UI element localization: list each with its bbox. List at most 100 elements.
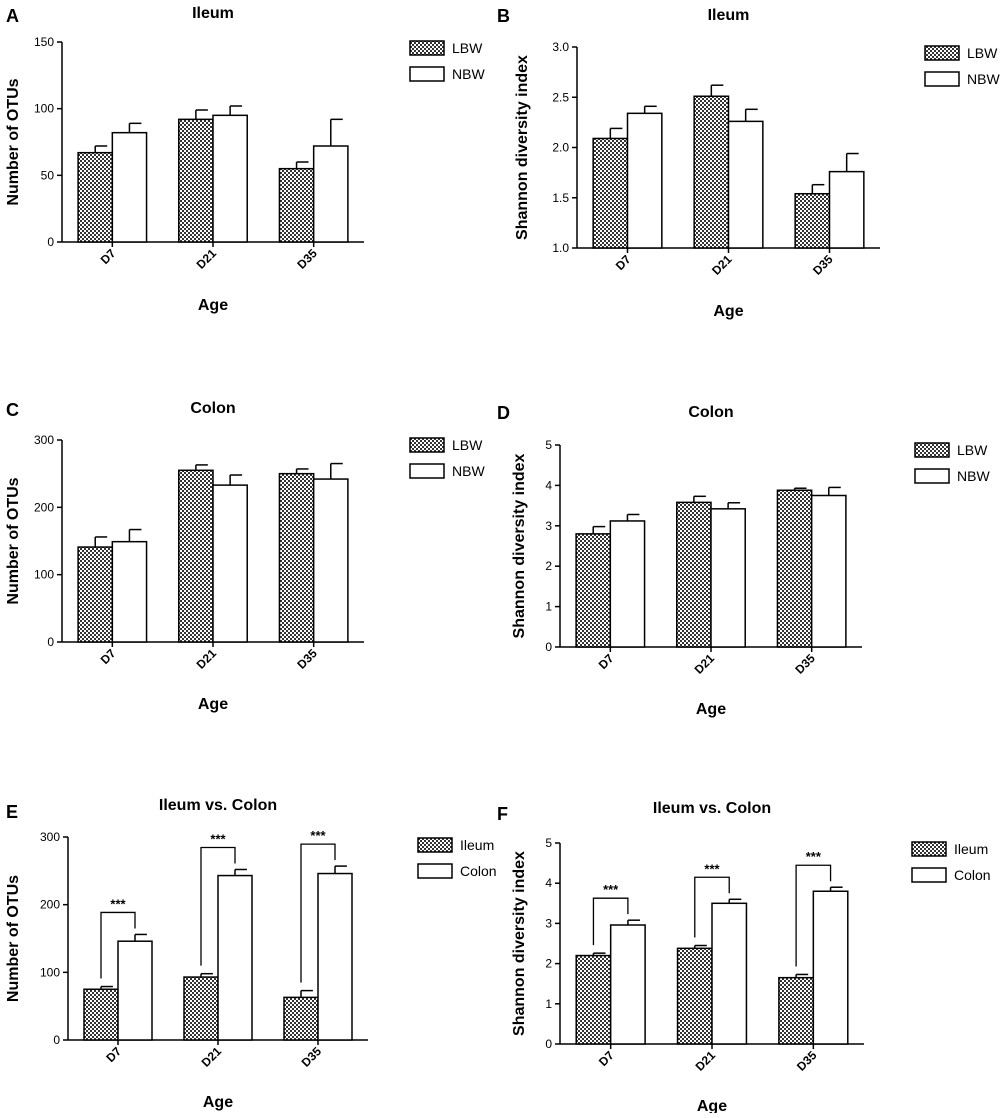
legend-swatch-lbw [409, 437, 445, 453]
y-axis-title: Number of OTUs [5, 477, 22, 604]
bar-ileum-d7 [575, 954, 612, 1045]
bar-nbw-d7 [609, 520, 646, 648]
legend-label-colon: Colon [954, 867, 991, 883]
significance-label: *** [310, 828, 326, 843]
x-tick-label: D21 [692, 651, 718, 677]
x-tick-label: D7 [103, 1044, 124, 1065]
y-tick-label: 300 [40, 830, 60, 844]
panel-title: Ileum [192, 5, 234, 22]
panel-b: B Ileum 1.0 1.5 2.0 2.5 3.0 Shannon diversity i… [497, 6, 1000, 320]
y-tick-label: 1.0 [552, 241, 569, 255]
panel-title: Colon [190, 400, 235, 417]
bar-colon-d7 [117, 940, 153, 1041]
y-axis-title: Shannon diversity index [511, 453, 528, 638]
y-tick-label: 150 [34, 35, 54, 49]
x-axis-title: Age [203, 1094, 233, 1111]
y-tick-label: 3 [545, 916, 552, 930]
bar-lbw-d21 [178, 469, 214, 643]
y-tick-label: 0 [47, 235, 54, 249]
significance-bracket [592, 897, 629, 946]
y-tick-label: 5 [545, 438, 552, 452]
y-tick-label: 0 [53, 1033, 60, 1047]
x-axis-title: Age [198, 696, 228, 713]
y-tick-label: 2.0 [552, 141, 569, 155]
bar-colon-d35 [317, 872, 353, 1041]
x-tick-label: D35 [792, 651, 818, 677]
y-tick-label: 4 [545, 876, 552, 890]
y-tick-label: 2 [545, 957, 552, 971]
legend-label-nbw: NBW [452, 66, 485, 82]
bar-nbw-d21 [727, 120, 764, 249]
legend-label-ileum: Ileum [460, 837, 494, 853]
bar-nbw-d21 [212, 114, 248, 243]
x-tick-label: D21 [199, 1044, 225, 1070]
bar-lbw-d35 [278, 167, 315, 243]
y-tick-label: 3 [545, 519, 552, 533]
bar-lbw-d35 [794, 192, 831, 249]
bar-ileum-d21 [676, 947, 713, 1045]
x-axis-title: Age [198, 297, 228, 314]
bar-nbw-d7 [111, 540, 148, 643]
legend-swatch-nbw [914, 468, 950, 484]
panel-f: F Ileum vs. Colon 0 1 2 3 4 5 Shannon diversity … [497, 800, 991, 1115]
bar-nbw-d35 [810, 494, 847, 648]
significance-label: *** [704, 861, 720, 876]
x-tick-label: D7 [596, 651, 617, 672]
y-tick-label: 0 [47, 635, 54, 649]
panel-letter: B [497, 6, 510, 26]
panel-e: E Ileum vs. Colon 0 100 200 300 Number of OTUs… [5, 797, 497, 1111]
x-tick-label: D35 [810, 252, 836, 278]
legend-label-lbw: LBW [967, 45, 998, 61]
x-tick-label: D35 [294, 246, 320, 272]
legend-swatch-nbw [924, 71, 960, 87]
legend-label-nbw: NBW [452, 463, 485, 479]
y-tick-label: 3.0 [552, 40, 569, 54]
x-tick-label: D21 [709, 252, 735, 278]
y-tick-label: 100 [40, 965, 60, 979]
legend-swatch-colon [417, 863, 453, 879]
significance-bracket [200, 846, 236, 966]
panel-title: Ileum vs. Colon [653, 800, 771, 817]
y-axis-title: Number of OTUs [5, 875, 22, 1002]
bar-ileum-d21 [183, 976, 219, 1041]
bar-lbw-d21 [178, 118, 214, 243]
significance-label: *** [603, 882, 619, 897]
bar-ileum-d35 [283, 996, 319, 1041]
bar-colon-d7 [609, 924, 646, 1045]
bar-lbw-d7 [575, 533, 612, 648]
bar-ileum-d7 [83, 988, 119, 1041]
x-tick-label: D21 [693, 1048, 719, 1074]
y-axis-title: Shannon diversity index [511, 851, 528, 1036]
bar-nbw-d35 [828, 170, 865, 249]
bar-lbw-d21 [693, 95, 730, 249]
bar-nbw-d35 [312, 145, 349, 243]
significance-label: *** [210, 831, 226, 846]
legend-label-lbw: LBW [452, 40, 483, 56]
bar-colon-d35 [812, 890, 849, 1045]
bar-nbw-d7 [111, 131, 148, 243]
y-axis-title: Shannon diversity index [514, 55, 531, 240]
panel-c: C Colon 0 100 200 300 Number of OTUs D7 D21 D35 Ag… [5, 400, 485, 713]
legend-label-lbw: LBW [452, 437, 483, 453]
significance-bracket [300, 843, 336, 983]
bar-lbw-d21 [676, 501, 712, 648]
significance-bracket [100, 911, 136, 979]
bar-nbw-d7 [626, 112, 663, 249]
legend-swatch-ileum [417, 837, 453, 853]
bar-lbw-d35 [776, 489, 813, 648]
significance-bracket [795, 864, 832, 967]
x-tick-label: D21 [194, 646, 220, 672]
x-tick-label: D7 [98, 246, 119, 267]
legend-swatch-nbw [409, 66, 445, 82]
panel-title: Ileum [708, 7, 750, 24]
x-axis-title: Age [713, 303, 743, 320]
legend-swatch-colon [911, 867, 947, 883]
bar-ileum-d35 [778, 976, 815, 1045]
significance-label: *** [110, 896, 126, 911]
bar-lbw-d7 [592, 137, 629, 249]
bar-nbw-d21 [212, 484, 248, 643]
y-tick-label: 100 [34, 102, 54, 116]
legend-label-ileum: Ileum [954, 841, 988, 857]
x-tick-label: D7 [596, 1048, 617, 1069]
